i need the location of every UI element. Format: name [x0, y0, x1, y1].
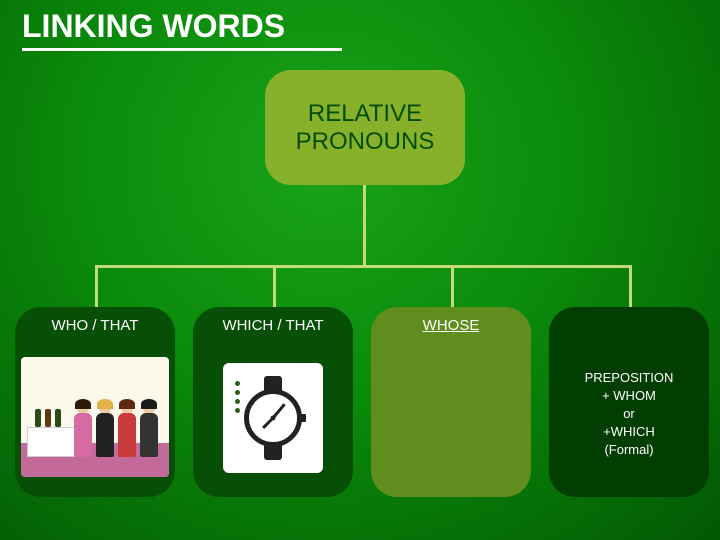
connector-child-1	[95, 265, 98, 309]
connector-root-down	[363, 185, 366, 265]
connector-child-4	[629, 265, 632, 309]
child-label: WHOSE	[371, 317, 531, 334]
slide: LINKING WORDS RELATIVE PRONOUNS WHO / TH…	[0, 0, 720, 540]
child-body: PREPOSITION + WHOM or +WHICH (Formal)	[557, 341, 701, 487]
body-line: (Formal)	[585, 441, 674, 459]
watch-illustration	[223, 363, 323, 473]
connector-child-2	[273, 265, 276, 309]
child-node-who-that: WHO / THAT	[15, 307, 175, 497]
child-node-whose: WHOSE	[371, 307, 531, 497]
page-title: LINKING WORDS	[22, 8, 285, 45]
body-line: or	[585, 405, 674, 423]
root-label: RELATIVE PRONOUNS	[296, 100, 435, 156]
child-node-which-that: WHICH / THAT	[193, 307, 353, 497]
body-line: +WHICH	[585, 423, 674, 441]
root-node: RELATIVE PRONOUNS	[265, 70, 465, 185]
child-label: WHO / THAT	[15, 317, 175, 334]
body-line: + WHOM	[585, 387, 674, 405]
child-node-preposition: PREPOSITION + WHOM or +WHICH (Formal)	[549, 307, 709, 497]
body-line: PREPOSITION	[585, 369, 674, 387]
party-illustration	[21, 357, 169, 477]
root-line2: PRONOUNS	[296, 128, 435, 156]
connector-horizontal	[95, 265, 631, 268]
title-underline	[22, 48, 342, 51]
connector-child-3	[451, 265, 454, 309]
child-label: WHICH / THAT	[193, 317, 353, 334]
root-line1: RELATIVE	[296, 100, 435, 128]
